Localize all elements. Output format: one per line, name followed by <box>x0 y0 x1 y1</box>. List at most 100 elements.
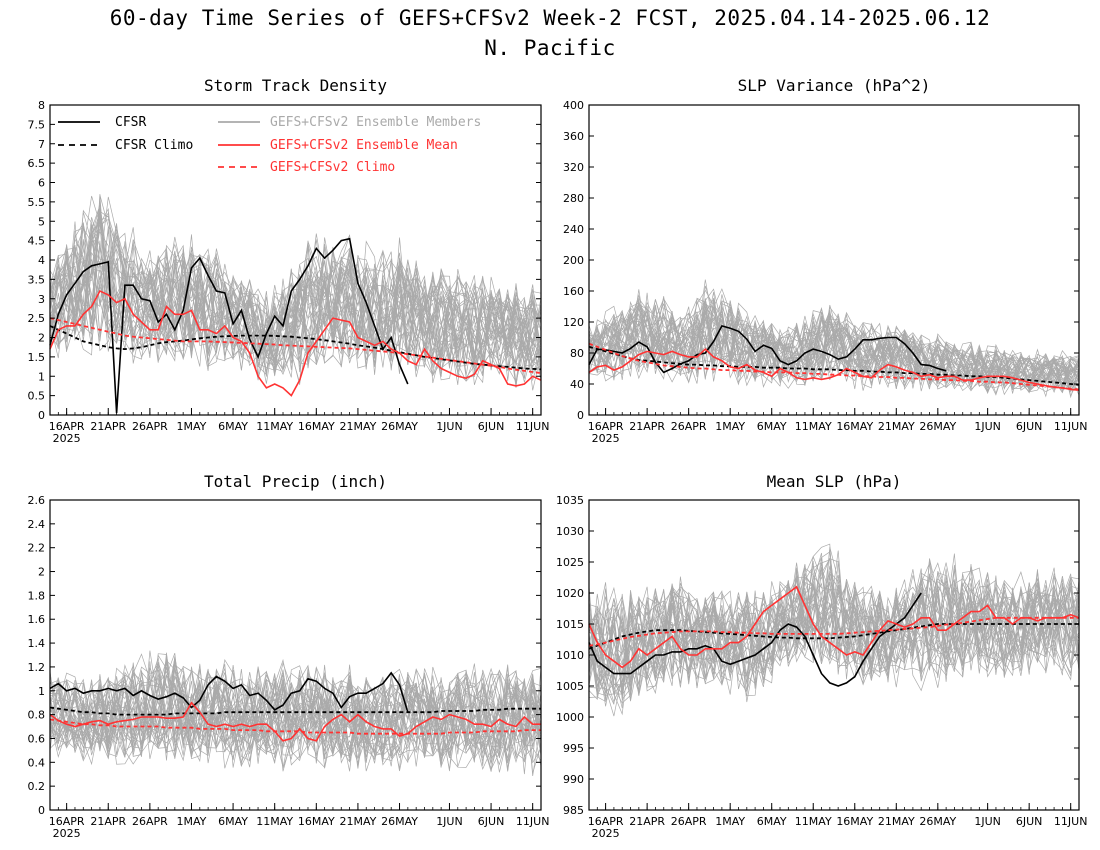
x-tick-label: 16APR <box>49 815 85 828</box>
member-line <box>49 661 542 769</box>
member-line <box>49 666 542 764</box>
panel-title: Mean SLP (hPa) <box>767 472 902 491</box>
y-tick-label: 1005 <box>556 680 584 693</box>
y-tick-label: 7.5 <box>28 118 46 131</box>
legend-label: CFSR <box>115 115 146 130</box>
series-cfsr <box>49 671 409 713</box>
x-tick-label: 1MAY <box>715 420 745 433</box>
x-tick-label: 16APR <box>588 815 624 828</box>
member-line <box>49 200 542 370</box>
plot-frame <box>49 499 542 811</box>
member-line <box>49 659 542 772</box>
series-cfsr-climo <box>49 325 542 371</box>
member-line <box>49 215 542 381</box>
x-tick-label: 11JUN <box>1054 815 1088 828</box>
member-line <box>588 299 1080 391</box>
panel-1: Storm Track Density 0 0.5 1 1.5 2 2.5 3 3.5 4 4.5 5… <box>28 76 550 445</box>
x-tick-label: 21MAY <box>878 815 915 828</box>
series-gefs-cfsv2-climo <box>588 616 1079 647</box>
y-tick-label: 1035 <box>556 494 584 507</box>
y-tick-label: 2 <box>38 566 45 579</box>
y-tick-label: 1.4 <box>28 637 46 650</box>
y-tick-label: 1030 <box>556 525 584 538</box>
x-tick-label: 21MAY <box>339 420 376 433</box>
x-tick-label: 16MAY <box>836 420 873 433</box>
y-tick-label: 2.6 <box>28 494 46 507</box>
x-tick-label: 21MAY <box>339 815 376 828</box>
y-tick-label: 400 <box>563 99 584 112</box>
legend: CFSR CFSR Climo GEFS+CFSv2 Ensemble Member… <box>58 115 481 175</box>
y-tick-label: 2.2 <box>28 542 46 555</box>
x-tick-label: 6JUN <box>1016 815 1043 828</box>
member-line <box>49 670 542 764</box>
y-tick-label: 240 <box>563 223 584 236</box>
x-tick-label: 26APR <box>132 420 168 433</box>
member-line <box>588 297 1080 390</box>
x-year-label: 2025 <box>53 432 81 445</box>
ensemble-members <box>49 194 542 391</box>
y-tick-label: 160 <box>563 285 584 298</box>
series-gefs-cfsv2-climo <box>49 317 542 374</box>
x-tick-label: 1MAY <box>715 815 745 828</box>
member-line <box>588 581 1080 701</box>
y-tick-label: 1.6 <box>28 613 46 626</box>
y-tick-label: 2.5 <box>28 312 46 325</box>
y-tick-label: 0.2 <box>28 780 46 793</box>
x-year-label: 2025 <box>53 827 81 840</box>
member-line <box>588 298 1080 389</box>
y-tick-label: 5 <box>38 215 45 228</box>
y-tick-label: 2.4 <box>28 518 46 531</box>
y-tick-label: 0 <box>38 409 45 422</box>
y-tick-label: 200 <box>563 254 584 267</box>
y-tick-label: 80 <box>570 347 584 360</box>
x-tick-label: 11MAY <box>256 815 293 828</box>
y-tick-label: 1015 <box>556 618 584 631</box>
x-tick-label: 6JUN <box>1016 420 1043 433</box>
x-tick-label: 11JUN <box>1054 420 1088 433</box>
y-tick-label: 1.5 <box>28 351 46 364</box>
x-tick-label: 1MAY <box>177 420 207 433</box>
x-tick-label: 26APR <box>671 420 707 433</box>
panel-title: Total Precip (inch) <box>204 472 387 491</box>
y-tick-label: 40 <box>570 378 584 391</box>
y-tick-label: 8 <box>38 99 45 112</box>
series-cfsr-climo <box>49 706 541 716</box>
x-tick-label: 21APR <box>629 420 665 433</box>
legend-label: GEFS+CFSv2 Ensemble Members <box>270 115 481 130</box>
y-tick-label: 1.8 <box>28 589 46 602</box>
panel-title: Storm Track Density <box>204 76 387 95</box>
x-tick-label: 6MAY <box>218 815 248 828</box>
x-tick-label: 16APR <box>588 420 624 433</box>
member-line <box>49 227 542 375</box>
member-line <box>49 260 542 384</box>
member-line <box>49 657 542 758</box>
member-line <box>49 205 542 371</box>
y-tick-label: 4.5 <box>28 235 46 248</box>
series-cfsr <box>588 324 947 374</box>
member-line <box>588 279 1080 390</box>
y-tick-label: 6.5 <box>28 157 46 170</box>
x-tick-label: 26APR <box>671 815 707 828</box>
series-gefs-cfsv2-ensemble-mean <box>588 585 1080 669</box>
ensemble-members <box>588 543 1080 717</box>
y-tick-label: 320 <box>563 161 584 174</box>
y-tick-label: 995 <box>563 742 584 755</box>
y-tick-label: 4 <box>38 254 45 267</box>
x-tick-label: 1JUN <box>974 815 1001 828</box>
series-cfsr <box>588 592 922 687</box>
panel-4: Mean SLP (hPa) 985 990 995 1000 1005 1010 1015 1… <box>556 472 1087 840</box>
y-tick-label: 0.5 <box>28 390 46 403</box>
y-tick-label: 990 <box>563 773 584 786</box>
member-line <box>49 667 542 770</box>
x-tick-label: 26MAY <box>919 815 956 828</box>
x-tick-label: 26MAY <box>919 420 956 433</box>
member-line <box>49 653 542 760</box>
x-tick-label: 16MAY <box>298 420 335 433</box>
x-tick-label: 21APR <box>90 815 126 828</box>
member-line <box>588 570 1080 694</box>
y-tick-label: 1 <box>38 370 45 383</box>
y-tick-label: 0.8 <box>28 709 46 722</box>
x-tick-label: 6JUN <box>478 420 505 433</box>
member-line <box>588 302 1080 395</box>
x-tick-label: 1JUN <box>974 420 1001 433</box>
